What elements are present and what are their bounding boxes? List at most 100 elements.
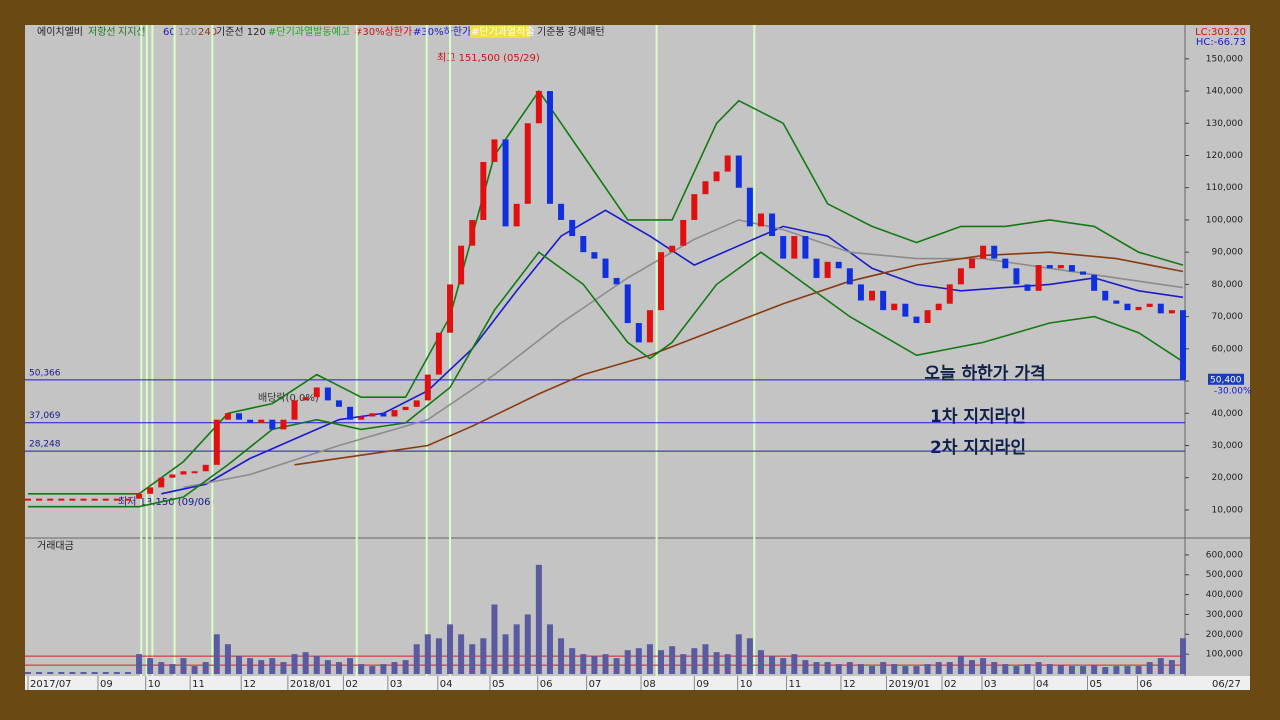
y-tick-label: 70,000	[1212, 312, 1244, 322]
x-tick-label: 08	[643, 679, 656, 690]
volume-bar	[402, 660, 409, 674]
x-tick-label: 2019/01	[888, 679, 930, 690]
volume-bar	[824, 662, 831, 674]
candle	[980, 245, 987, 259]
candle	[1102, 290, 1109, 301]
candle	[480, 161, 487, 220]
volume-bar	[380, 664, 387, 674]
x-tick-label: 11	[192, 679, 205, 690]
volume-bar	[724, 654, 731, 674]
candle	[502, 139, 509, 227]
candle	[124, 498, 131, 501]
chart-panel	[25, 25, 1250, 690]
x-tick-label: 04	[1036, 679, 1049, 690]
candle	[258, 419, 265, 423]
y-tick-label: 600,000	[1206, 550, 1243, 560]
candle	[680, 219, 687, 246]
x-end-label: 06/27	[1212, 679, 1241, 690]
high-annotation: 최고 151,500 (05/29)	[437, 52, 540, 64]
volume-bar	[1080, 666, 1087, 674]
legend-item: 240	[198, 27, 217, 38]
legend-item: #단기과열발동예고	[268, 26, 350, 38]
volume-bar	[147, 658, 154, 674]
candle	[558, 203, 565, 220]
x-axis-strip	[25, 676, 1250, 690]
candle	[658, 252, 665, 311]
candle	[424, 374, 431, 401]
volume-bar	[191, 666, 198, 674]
x-tick-label: 09	[100, 679, 113, 690]
candle	[347, 406, 354, 420]
candle	[158, 477, 165, 488]
candle	[1035, 265, 1042, 291]
volume-bar	[980, 658, 987, 674]
y-tick-label: 20,000	[1212, 473, 1244, 483]
volume-bar	[1113, 666, 1120, 674]
legend-item: 기준봉 강세패턴	[537, 26, 605, 38]
volume-bar	[80, 672, 87, 674]
volume-bar	[957, 656, 964, 674]
legend-item: #단기과열적출	[471, 26, 535, 38]
legend-item: 지지선	[118, 26, 146, 38]
legend-item: 120	[178, 27, 197, 38]
volume-bar	[669, 646, 676, 674]
candle	[602, 258, 609, 278]
y-tick-label: 80,000	[1212, 280, 1244, 290]
volume-bar	[891, 664, 898, 674]
candle	[691, 194, 698, 220]
volume-bar	[247, 658, 254, 674]
candle	[869, 290, 876, 301]
volume-bar	[1180, 638, 1186, 674]
candle	[58, 498, 65, 501]
candle	[769, 213, 776, 237]
volume-bar	[513, 624, 520, 674]
candle	[646, 310, 653, 343]
volume-bar	[158, 662, 165, 674]
candle	[1135, 306, 1142, 311]
volume-bar	[802, 660, 809, 674]
volume-bar	[780, 658, 787, 674]
volume-bar	[435, 638, 442, 674]
x-tick-label: 06	[1139, 679, 1152, 690]
volume-bar	[658, 650, 665, 674]
volume-bar	[591, 656, 598, 674]
candle	[569, 219, 576, 237]
candle	[780, 236, 787, 259]
candle	[291, 400, 298, 420]
today-limit-label: 오늘 하한가 가격	[924, 364, 1045, 384]
volume-bar	[1068, 666, 1075, 674]
hc-label: HC:-66.73	[1196, 37, 1246, 48]
candle	[47, 498, 54, 501]
candle	[535, 91, 542, 124]
legend-item: #30%상한가	[354, 26, 412, 38]
volume-bar	[169, 664, 176, 674]
volume-bar	[91, 672, 98, 674]
candle	[1146, 303, 1153, 307]
volume-bar	[313, 656, 320, 674]
y-tick-label: 30,000	[1212, 441, 1244, 451]
candle	[147, 487, 154, 494]
candle	[513, 203, 520, 227]
volume-bar	[302, 652, 309, 674]
candle	[791, 236, 798, 259]
volume-bar	[480, 638, 487, 674]
candle	[813, 258, 820, 278]
candle	[413, 400, 420, 407]
candle	[169, 474, 176, 478]
y-tick-label: 90,000	[1212, 248, 1244, 258]
candle	[180, 471, 187, 475]
x-tick-label: 03	[390, 679, 403, 690]
volume-bar	[113, 672, 120, 674]
candle	[802, 236, 809, 259]
candle	[1180, 310, 1186, 380]
indicator-line	[294, 251, 1184, 466]
candle	[236, 413, 243, 420]
y-tick-label: 60,000	[1212, 344, 1244, 354]
candle	[1013, 268, 1020, 285]
volume-bar	[269, 658, 276, 674]
x-tick-label: 11	[789, 679, 802, 690]
volume-bar	[691, 648, 698, 674]
volume-bar	[469, 644, 476, 674]
candle	[458, 245, 465, 285]
